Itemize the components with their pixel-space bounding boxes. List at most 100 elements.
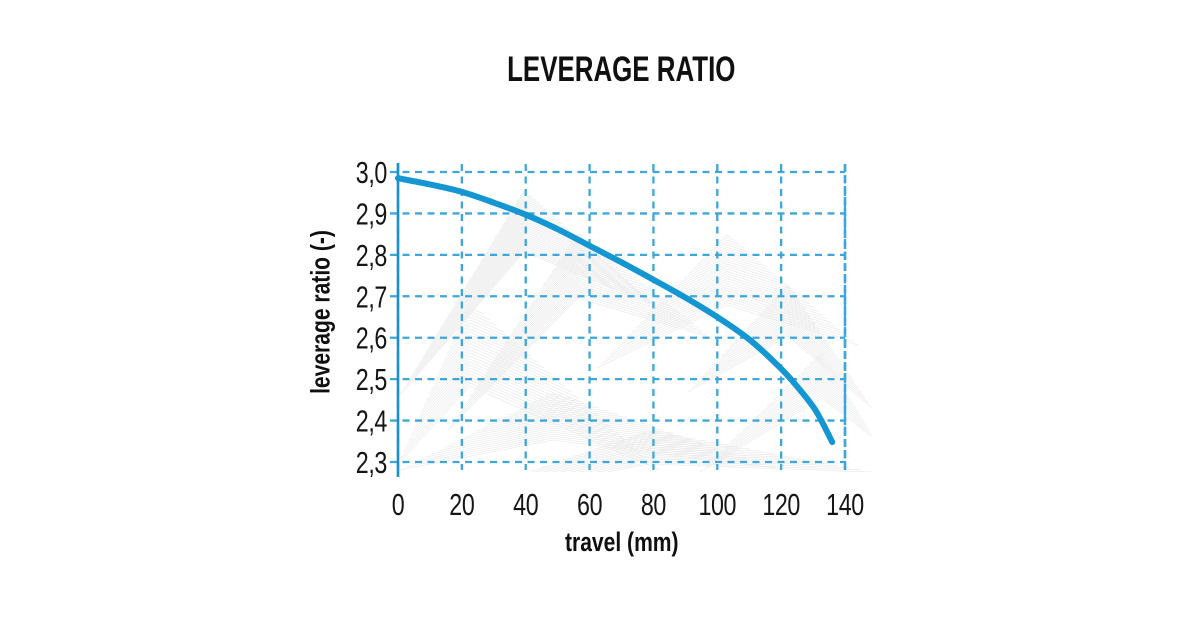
watermark-ridge-line <box>771 292 803 305</box>
watermark-ridge-line <box>797 360 833 377</box>
watermark-ridge-line <box>465 288 695 404</box>
watermark-ridge-line <box>508 266 650 338</box>
watermark-ridge-line <box>746 305 824 336</box>
watermark-ridge-line <box>779 287 796 295</box>
watermark-ridge-line <box>700 246 754 261</box>
x-tick-label: 60 <box>577 487 602 522</box>
watermark-ridge-line <box>491 275 668 365</box>
watermark-ridge-line <box>550 444 750 465</box>
watermark-ridge-line <box>618 292 837 346</box>
y-tick-label: 2,7 <box>356 279 387 314</box>
leverage-ratio-curve <box>395 175 836 446</box>
watermark-ridge-line <box>737 309 831 347</box>
watermark-ridge-line <box>407 373 634 447</box>
watermark-ridge-line <box>718 237 736 243</box>
watermark-ridge-line <box>512 264 646 332</box>
watermark-ridge-line <box>635 282 819 328</box>
watermark-ridge-line <box>699 397 872 472</box>
watermark-ridge-line <box>398 385 661 471</box>
watermark-ridge-line <box>482 413 655 429</box>
watermark-ridge-line <box>730 386 862 443</box>
watermark-ridge-line <box>425 352 586 405</box>
watermark-ridge-line <box>596 304 859 369</box>
watermark-ridge-line <box>399 251 656 396</box>
watermark-ridge-line <box>708 324 855 383</box>
watermark-ridge-line <box>487 207 563 251</box>
watermark-ridge-line <box>704 326 859 388</box>
watermark-ridge-line <box>467 304 477 309</box>
watermark-ridge-line <box>458 222 594 299</box>
watermark-ridge-line <box>721 318 845 367</box>
watermark-ridge-line <box>410 370 627 441</box>
watermark-ridge-line <box>539 446 762 468</box>
watermark-ridge-line <box>461 220 590 293</box>
watermark-ridge-line <box>648 275 806 315</box>
watermark-ridge-line <box>410 246 644 378</box>
watermark-ridge-line <box>670 263 784 292</box>
watermark-ridge-line <box>476 415 665 432</box>
watermark-ridge-line <box>803 358 831 371</box>
watermark-ridge-line <box>696 249 758 265</box>
watermark-ridge-line <box>459 313 498 327</box>
watermark-ridge-line <box>521 401 600 409</box>
watermark-ridge-line <box>517 262 641 325</box>
watermark-ridge-line <box>482 279 677 378</box>
watermark-ridge-line <box>431 429 729 455</box>
watermark-ridge-line <box>700 329 862 393</box>
watermark-ridge-line <box>546 393 563 396</box>
watermark-ridge-line <box>495 273 663 358</box>
watermark-ridge-line <box>809 356 828 365</box>
watermark-ridge-line <box>605 436 695 446</box>
watermark-ridge-line <box>456 293 704 418</box>
watermark-ridge-line <box>541 451 795 472</box>
y-tick-label: 2,4 <box>356 403 387 438</box>
watermark-ridge-line <box>666 266 789 297</box>
watermark-ridge-line <box>461 310 491 321</box>
watermark-ridge-line <box>653 273 802 310</box>
watermark-ridge-line <box>441 334 545 369</box>
y-axis-title: leverage ratio (-) <box>305 230 336 394</box>
watermark-ridge-line <box>530 255 628 305</box>
watermark-ridge-line <box>785 365 838 389</box>
page-title-text: LEVERAGE RATIO <box>507 50 736 89</box>
watermark-ridge-line <box>444 425 711 448</box>
watermark-ridge-line <box>470 417 674 435</box>
watermark-ridge-line <box>431 346 572 393</box>
watermark-ridge-line <box>766 372 846 407</box>
watermark-ridge-line <box>418 361 606 423</box>
watermark-ridge-line <box>403 249 652 390</box>
watermark-ridge-line <box>460 290 699 411</box>
watermark-ridge-line <box>505 198 544 221</box>
watermark-ridge-line <box>419 433 748 461</box>
watermark-ridge-line <box>750 303 820 331</box>
watermark-ridge-line <box>594 438 706 450</box>
watermark-ridge-line <box>456 316 505 333</box>
x-tick-label: 20 <box>449 487 474 522</box>
watermark-ridge-line <box>711 392 870 461</box>
watermark-ridge-line <box>483 209 567 257</box>
watermark-ridge-line <box>469 286 690 398</box>
watermark-ridge-line <box>405 376 640 453</box>
watermark-ridge-line <box>423 355 593 411</box>
watermark-ridge-line <box>779 367 841 395</box>
watermark-ridge-line <box>622 290 832 342</box>
watermark-ridge-line <box>572 441 728 457</box>
watermark-ridge-line <box>705 395 872 467</box>
watermark-ridge-line <box>595 461 861 472</box>
watermark-ridge-line <box>674 261 780 288</box>
watermark-ridge-line <box>687 254 767 274</box>
watermark-ridge-line <box>550 453 806 472</box>
grid-lines <box>390 164 847 470</box>
watermark-line-art <box>398 191 872 472</box>
watermark-ridge-line <box>540 395 572 399</box>
watermark-ridge-line <box>705 244 749 256</box>
watermark-ridge-line <box>531 449 784 472</box>
watermark-ridge-line <box>638 431 662 435</box>
watermark-ridge-line <box>516 193 532 203</box>
x-axis-title: travel (mm) <box>398 527 845 558</box>
axes <box>396 163 847 477</box>
watermark-ridge-line <box>406 437 766 468</box>
watermark-ridge-line <box>528 448 773 472</box>
x-tick-label: 100 <box>698 487 736 522</box>
